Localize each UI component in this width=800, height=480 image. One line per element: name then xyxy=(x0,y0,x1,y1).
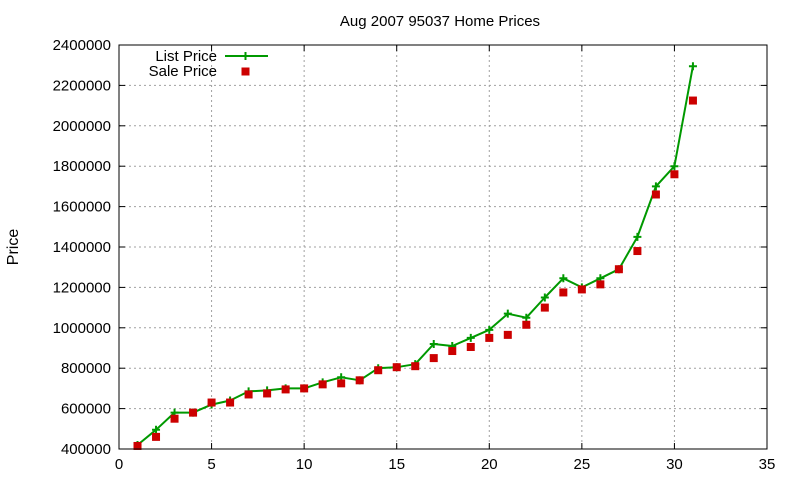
grid-lines xyxy=(119,45,767,449)
legend-label-sale-price: Sale Price xyxy=(149,63,217,80)
sale-price-point xyxy=(577,285,586,294)
sale-price-point xyxy=(392,363,401,372)
sale-price-point xyxy=(226,398,235,407)
chart-title: Aug 2007 95037 Home Prices xyxy=(340,13,540,30)
sale-price-point xyxy=(614,265,623,274)
x-tick-label: 15 xyxy=(388,456,405,473)
list-price-point xyxy=(503,309,512,318)
y-tick-label: 600000 xyxy=(61,401,111,418)
sale-price-point xyxy=(189,408,198,417)
y-tick-label: 800000 xyxy=(61,360,111,377)
list-price-point xyxy=(688,62,697,71)
sale-price-point xyxy=(300,384,309,393)
y-tick-label: 1000000 xyxy=(53,320,111,337)
y-tick-label: 2200000 xyxy=(53,77,111,94)
sale-price-point xyxy=(355,376,364,385)
x-tick-label: 5 xyxy=(207,456,215,473)
x-tick-label: 0 xyxy=(115,456,123,473)
sale-price-point xyxy=(337,379,346,388)
sale-price-point xyxy=(448,347,457,356)
y-tick-label: 1600000 xyxy=(53,199,111,216)
list-price-point xyxy=(559,274,568,283)
sale-price-point xyxy=(244,390,253,399)
list-price-point xyxy=(540,293,549,302)
y-tick-label: 1800000 xyxy=(53,158,111,175)
sale-price-point xyxy=(466,342,475,351)
list-price-point xyxy=(485,325,494,334)
sale-price-point xyxy=(670,170,679,179)
list-price-point xyxy=(429,339,438,348)
sale-price-point xyxy=(633,247,642,256)
sale-price-point xyxy=(559,288,568,297)
sale-price-point xyxy=(263,389,272,398)
list-price-point xyxy=(522,313,531,322)
legend-label-list-price: List Price xyxy=(155,48,217,65)
x-tick-label: 10 xyxy=(296,456,313,473)
sale-price-point xyxy=(688,96,697,105)
x-tick-label: 25 xyxy=(574,456,591,473)
series-sale-price xyxy=(133,96,697,450)
sale-price-point xyxy=(540,303,549,312)
plot-frame xyxy=(118,44,768,450)
sale-price-point xyxy=(170,414,179,423)
list-price-point xyxy=(633,232,642,241)
y-tick-label: 1400000 xyxy=(53,239,111,256)
list-price-point xyxy=(466,333,475,342)
sale-price-point xyxy=(318,380,327,389)
x-tick-label: 30 xyxy=(666,456,683,473)
sale-price-point xyxy=(281,385,290,394)
legend: List Price Sale Price xyxy=(149,48,268,80)
sale-price-point xyxy=(374,366,383,375)
sale-price-point xyxy=(522,320,531,329)
x-tick-label: 20 xyxy=(481,456,498,473)
sale-price-point xyxy=(207,398,216,407)
sale-price-point xyxy=(429,354,438,363)
legend-marker-list-price xyxy=(241,52,250,60)
y-tick-label: 2400000 xyxy=(53,37,111,54)
y-tick-label: 400000 xyxy=(61,441,111,458)
sale-price-point xyxy=(133,441,142,450)
sale-price-point xyxy=(152,432,161,441)
sale-price-point xyxy=(651,190,660,199)
sale-price-point xyxy=(411,362,420,371)
list-price-point xyxy=(152,425,161,434)
list-price-point xyxy=(651,182,660,191)
y-axis-label: Price xyxy=(5,229,22,266)
x-tick-label: 35 xyxy=(759,456,776,473)
tick-labels: 0 5 10 15 20 25 30 35 400000 600000 800000 1000000 1… xyxy=(53,37,776,473)
sale-price-point xyxy=(596,280,605,289)
list-price-point xyxy=(670,162,679,171)
sale-price-point xyxy=(503,330,512,339)
legend-marker-sale-price xyxy=(241,67,250,76)
y-tick-label: 1200000 xyxy=(53,279,111,296)
sale-price-point xyxy=(485,333,494,342)
y-tick-label: 2000000 xyxy=(53,118,111,135)
